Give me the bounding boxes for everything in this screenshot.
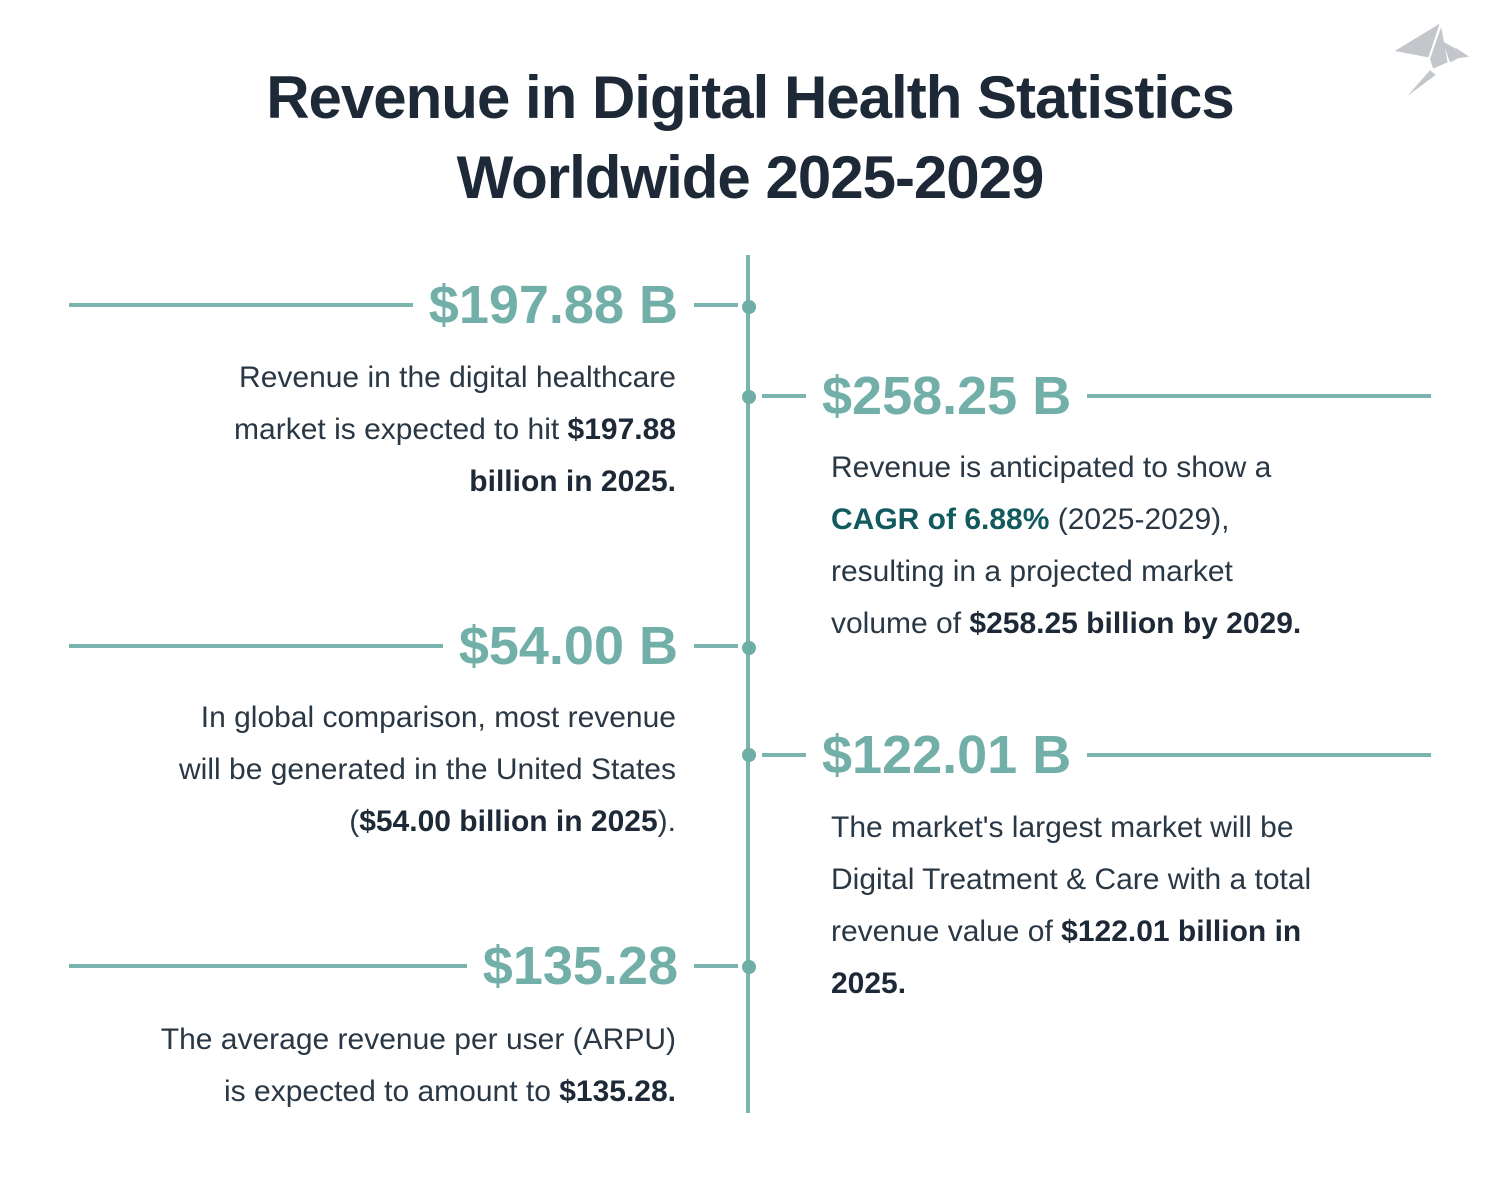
stat-dash <box>694 964 738 968</box>
stat-connector-line <box>69 303 413 307</box>
stat-text-258-25: Revenue is anticipated to show a CAGR of … <box>831 442 1446 650</box>
stat-text-line: billion in 2025. <box>469 465 676 498</box>
stat-text-line: resulting in a projected market <box>831 555 1233 588</box>
stat-value-135-28: $135.28 <box>482 936 678 996</box>
timeline-dot-1 <box>742 300 756 314</box>
stat-text-line: volume of $258.25 billion by 2029. <box>831 607 1302 640</box>
stat-value-122-01: $122.01 B <box>822 725 1072 785</box>
timeline-dot-5 <box>742 960 756 974</box>
stat-text-line: The market's largest market will be <box>831 811 1294 844</box>
timeline-dot-2 <box>742 390 756 404</box>
stat-text-54-00: In global comparison, most revenue will b… <box>60 692 676 848</box>
stat-text-line: The average revenue per user (ARPU) <box>160 1023 676 1056</box>
stat-connector-line <box>1087 753 1431 757</box>
stat-value-258-25: $258.25 B <box>822 366 1072 426</box>
page-title: Revenue in Digital Health Statistics Wor… <box>0 58 1500 218</box>
stat-dash <box>762 394 806 398</box>
stat-connector-line <box>69 964 467 968</box>
stat-row-122-01: $122.01 B <box>762 720 1431 790</box>
stat-text-line: CAGR of 6.88% (2025-2029), <box>831 503 1230 536</box>
stat-row-54-00: $54.00 B <box>69 611 738 681</box>
stat-text-line: Revenue is anticipated to show a <box>831 451 1272 484</box>
stat-text-line: 2025. <box>831 967 907 1000</box>
stat-row-135-28: $135.28 <box>69 931 738 1001</box>
stat-text-line: In global comparison, most revenue <box>200 701 676 734</box>
stat-text-line: Digital Treatment & Care with a total <box>831 863 1312 896</box>
timeline-spine <box>746 255 750 1113</box>
origami-bird-icon <box>1394 23 1470 96</box>
stat-row-258-25: $258.25 B <box>762 361 1431 431</box>
stat-value-54-00: $54.00 B <box>458 616 678 676</box>
stat-text-line: will be generated in the United States <box>179 753 676 786</box>
stat-text-122-01: The market's largest market will be Digit… <box>831 802 1446 1010</box>
page-title-line-1: Revenue in Digital Health Statistics <box>266 64 1235 131</box>
stat-text-line: revenue value of $122.01 billion in <box>831 915 1302 948</box>
stat-text-135-28: The average revenue per user (ARPU) is ex… <box>60 1014 676 1118</box>
stat-text-line: is expected to amount to $135.28. <box>224 1075 676 1108</box>
stat-text-197-88: Revenue in the digital healthcare market … <box>60 352 676 508</box>
stat-dash <box>694 303 738 307</box>
stat-dash <box>762 753 806 757</box>
stat-connector-line <box>69 644 443 648</box>
stat-text-line: market is expected to hit $197.88 <box>234 413 676 446</box>
timeline-dot-3 <box>742 641 756 655</box>
page-title-line-2: Worldwide 2025-2029 <box>456 144 1045 211</box>
stat-value-197-88: $197.88 B <box>428 275 678 335</box>
stat-row-197-88: $197.88 B <box>69 270 738 340</box>
stat-connector-line <box>1087 394 1431 398</box>
stat-dash <box>694 644 738 648</box>
stat-text-line: Revenue in the digital healthcare <box>239 361 676 394</box>
timeline-dot-4 <box>742 748 756 762</box>
stat-text-line: ($54.00 billion in 2025). <box>349 805 676 838</box>
